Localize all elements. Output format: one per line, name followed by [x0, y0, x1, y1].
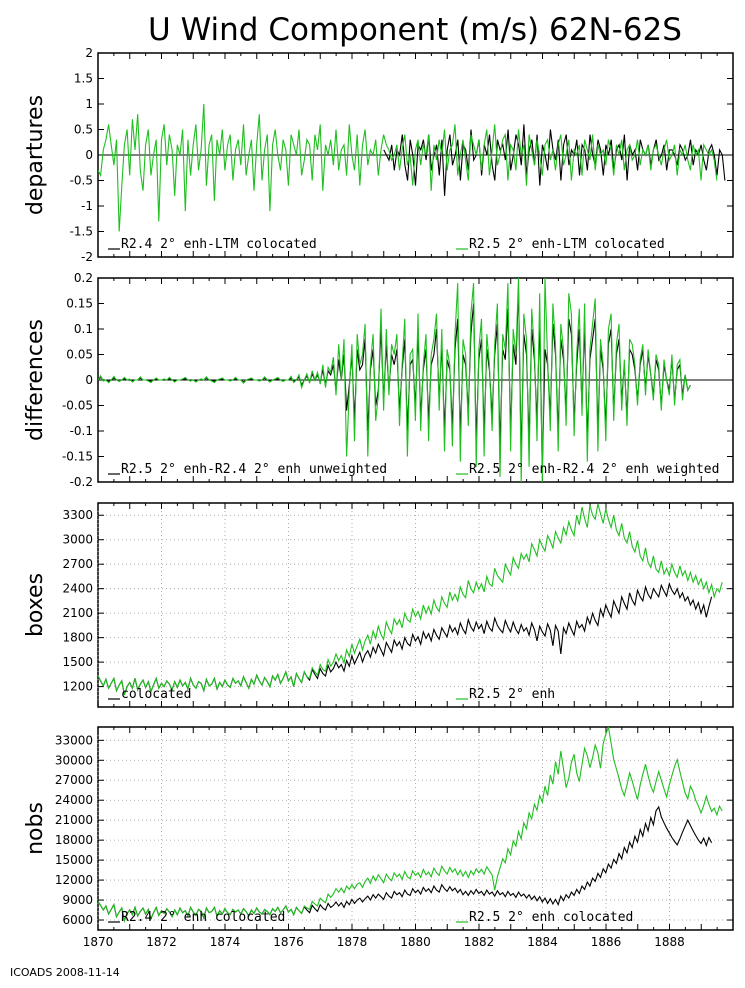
y-tick-label: 2400 [62, 582, 93, 596]
y-tick-label: 1800 [62, 631, 93, 645]
y-tick-label: 6000 [62, 913, 93, 927]
legend-label-black: R2.5 2° enh-R2.4 2° enh unweighted [121, 462, 387, 477]
y-tick-label: 21000 [55, 813, 93, 827]
y-tick-label: 1.5 [74, 72, 93, 86]
y-tick-label: 30000 [55, 753, 93, 767]
x-tick-label: 1876 [273, 935, 304, 949]
y-tick-label: 3000 [62, 533, 93, 547]
figure-title: U Wind Component (m/s) 62N-62S [148, 12, 682, 48]
legend-label-black: colocated [121, 687, 191, 702]
y-axis-label: differences [23, 319, 48, 441]
x-tick-label: 1886 [591, 935, 622, 949]
x-tick-label: 1878 [337, 935, 368, 949]
legend-label-black: R2.4 2° enh-LTM colocated [121, 237, 317, 252]
series-line-black [98, 805, 713, 923]
legend-label-green: R2.5 2° enh-R2.4 2° enh weighted [469, 462, 719, 477]
x-tick-label: 1882 [464, 935, 495, 949]
y-tick-label: 0.5 [74, 123, 93, 137]
legend-label-green: R2.5 2° enh colocated [469, 910, 633, 925]
x-tick-label: 1874 [210, 935, 241, 949]
panel-boxes: 1200 1500 1800 2100 2400 2700 3000 3300 boxes col… [23, 502, 734, 708]
y-tick-label: 24000 [55, 793, 93, 807]
y-tick-label: 3300 [62, 508, 93, 522]
panel-nobs: 6000 9000 12000 15000 18000 21000 24000 27000 30… [23, 726, 734, 949]
y-tick-label: -0.15 [62, 450, 93, 464]
series-line-black [98, 581, 713, 695]
series-line-green [98, 103, 718, 232]
y-tick-label: 0 [85, 148, 93, 162]
y-tick-label: -0.5 [70, 174, 93, 188]
footer-credit: ICOADS 2008-11-14 [10, 966, 120, 979]
y-tick-label: 2700 [62, 557, 93, 571]
x-tick-label: 1870 [83, 935, 114, 949]
y-tick-label: -0.1 [70, 424, 93, 438]
y-tick-label: -0.2 [70, 475, 93, 489]
y-tick-label: 0 [85, 373, 93, 387]
y-tick-label: 12000 [55, 873, 93, 887]
x-tick-label: 1880 [400, 935, 431, 949]
x-tick-label: 1872 [146, 935, 177, 949]
y-tick-label: 27000 [55, 773, 93, 787]
y-tick-label: -2 [81, 250, 93, 264]
y-tick-label: 2 [85, 46, 93, 60]
y-tick-label: 15000 [55, 853, 93, 867]
y-tick-label: -1.5 [70, 225, 93, 239]
y-tick-label: 1 [85, 97, 93, 111]
plot-frame [97, 502, 734, 708]
series-line-green [98, 727, 723, 923]
y-tick-label: 0.05 [66, 348, 93, 362]
legend-label-green: R2.5 2° enh-LTM colocated [469, 237, 665, 252]
y-axis-label: boxes [23, 573, 48, 637]
legend-label-black: R2.4 2° enh colocated [121, 910, 285, 925]
panel-differences: -0.2 -0.15 -0.1 -0.05 0 0.05 0.1 0.15 0.2 differe… [23, 271, 734, 489]
y-axis-label: departures [23, 95, 48, 215]
y-tick-label: -0.05 [62, 399, 93, 413]
y-tick-label: 18000 [55, 833, 93, 847]
panel-departures: -2 -1.5 -1 -0.5 0 0.5 1 1.5 2 departures R2.4 2° e… [23, 46, 734, 264]
y-tick-label: 1500 [62, 655, 93, 669]
series-line-green [98, 503, 723, 695]
y-tick-label: 0.2 [74, 271, 93, 285]
y-tick-label: -1 [81, 199, 93, 213]
legend-label-green: R2.5 2° enh [469, 687, 555, 702]
series-line-green [98, 278, 691, 482]
x-tick-label: 1888 [654, 935, 685, 949]
y-tick-label: 9000 [62, 893, 93, 907]
y-tick-label: 2100 [62, 606, 93, 620]
y-tick-label: 33000 [55, 733, 93, 747]
y-tick-label: 1200 [62, 680, 93, 694]
y-tick-label: 0.15 [66, 297, 93, 311]
y-axis-label: nobs [23, 802, 48, 855]
y-tick-label: 0.1 [74, 322, 93, 336]
series-line-black [383, 124, 726, 196]
panels: -2 -1.5 -1 -0.5 0 0.5 1 1.5 2 departures R2.4 2° e… [23, 46, 734, 949]
x-tick-label: 1884 [527, 935, 558, 949]
